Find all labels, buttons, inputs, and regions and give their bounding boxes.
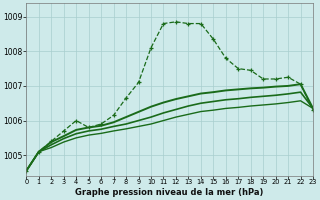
X-axis label: Graphe pression niveau de la mer (hPa): Graphe pression niveau de la mer (hPa) bbox=[76, 188, 264, 197]
